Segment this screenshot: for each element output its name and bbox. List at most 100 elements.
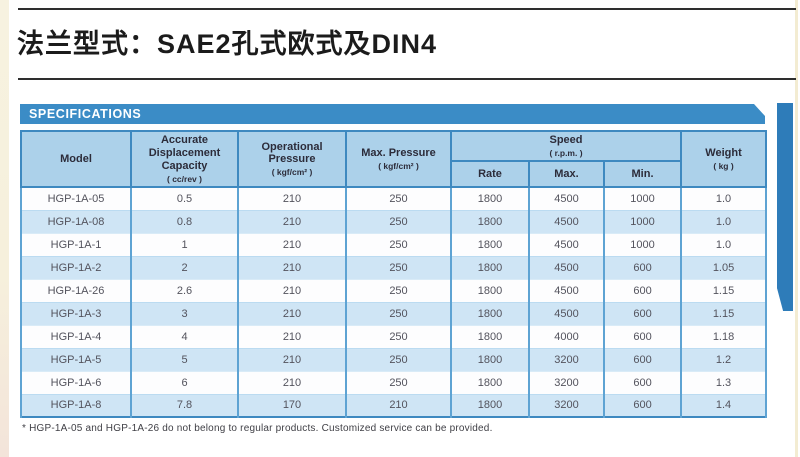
table-cell: 600 bbox=[602, 278, 683, 302]
table-cell: 4500 bbox=[528, 186, 605, 210]
table-cell: 210 bbox=[237, 209, 347, 233]
table-cell: 1800 bbox=[450, 186, 530, 210]
column-header-unit: ( kgf/cm² ) bbox=[378, 160, 419, 171]
footnote: * HGP-1A-05 and HGP-1A-26 do not belong … bbox=[22, 423, 493, 434]
table-cell: 1.05 bbox=[680, 255, 768, 279]
table-cell: 210 bbox=[345, 393, 452, 417]
table-cell: 1.18 bbox=[680, 324, 768, 348]
table-cell: 210 bbox=[237, 301, 347, 325]
table-cell: 6 bbox=[130, 370, 239, 394]
table-cell: 4 bbox=[130, 324, 239, 348]
table-cell: 600 bbox=[602, 347, 683, 371]
table-cell: 1.0 bbox=[680, 209, 768, 233]
table-cell: 4500 bbox=[528, 255, 605, 279]
table-cell: 1800 bbox=[450, 301, 530, 325]
table-row: HGP-1A-5 5 210 250 1800 3200 600 1.2 bbox=[20, 347, 768, 371]
table-cell: 1000 bbox=[602, 186, 683, 210]
decorative-right-stripe bbox=[777, 103, 793, 311]
column-header-unit: ( kgf/cm² ) bbox=[271, 167, 313, 178]
specifications-header-bar: SPECIFICATIONS bbox=[20, 104, 765, 124]
table-row: HGP-1A-8 7.8 170 210 1800 3200 600 1.4 bbox=[20, 393, 768, 417]
column-header-label: Accurate Displacement Capacity bbox=[148, 134, 221, 172]
table-cell: 1.3 bbox=[680, 370, 768, 394]
table-cell: 1.0 bbox=[680, 186, 768, 210]
column-header-speed-min: Min. bbox=[602, 160, 683, 188]
table-cell: 5 bbox=[130, 347, 239, 371]
model-cell: HGP-1A-6 bbox=[20, 370, 132, 394]
table-cell: 1800 bbox=[450, 324, 530, 348]
table-row: HGP-1A-26 2.6 210 250 1800 4500 600 1.15 bbox=[20, 278, 768, 302]
table-cell: 250 bbox=[345, 347, 452, 371]
table-cell: 1.2 bbox=[680, 347, 768, 371]
model-cell: HGP-1A-08 bbox=[20, 209, 132, 233]
column-header-speed-rate: Rate bbox=[450, 160, 530, 188]
table-cell: 0.5 bbox=[130, 186, 239, 210]
table-cell: 600 bbox=[602, 255, 683, 279]
table-cell: 600 bbox=[602, 370, 683, 394]
table-cell: 4500 bbox=[528, 278, 605, 302]
table-cell: 1000 bbox=[602, 209, 683, 233]
table-cell: 1.15 bbox=[680, 301, 768, 325]
table-row: HGP-1A-05 0.5 210 250 1800 4500 1000 1.0 bbox=[20, 186, 768, 210]
column-header-label: Max. Pressure bbox=[361, 147, 436, 159]
table-cell: 4000 bbox=[528, 324, 605, 348]
table-cell: 0.8 bbox=[130, 209, 239, 233]
column-header-label: Model bbox=[60, 152, 92, 165]
table-row: HGP-1A-1 1 210 250 1800 4500 1000 1.0 bbox=[20, 232, 768, 256]
model-cell: HGP-1A-5 bbox=[20, 347, 132, 371]
table-cell: 250 bbox=[345, 209, 452, 233]
column-header-unit: ( r.p.m. ) bbox=[549, 147, 583, 158]
table-cell: 1800 bbox=[450, 209, 530, 233]
table-row: HGP-1A-2 2 210 250 1800 4500 600 1.05 bbox=[20, 255, 768, 279]
model-cell: HGP-1A-4 bbox=[20, 324, 132, 348]
table-cell: 250 bbox=[345, 232, 452, 256]
table-cell: 210 bbox=[237, 186, 347, 210]
table-cell: 1800 bbox=[450, 232, 530, 256]
table-cell: 1 bbox=[130, 232, 239, 256]
table-cell: 2 bbox=[130, 255, 239, 279]
table-row: HGP-1A-4 4 210 250 1800 4000 600 1.18 bbox=[20, 324, 768, 348]
table-cell: 3 bbox=[130, 301, 239, 325]
table-cell: 250 bbox=[345, 301, 452, 325]
table-cell: 1.0 bbox=[680, 232, 768, 256]
table-cell: 210 bbox=[237, 232, 347, 256]
table-cell: 1000 bbox=[602, 232, 683, 256]
table-cell: 250 bbox=[345, 186, 452, 210]
table-cell: 1800 bbox=[450, 393, 530, 417]
column-header-weight: Weight ( kg ) bbox=[680, 130, 768, 188]
title-bottom-rule bbox=[18, 78, 796, 80]
specifications-header-label: SPECIFICATIONS bbox=[29, 106, 142, 121]
column-header-max-pressure: Max. Pressure ( kgf/cm² ) bbox=[345, 130, 452, 188]
column-header-label: Weight bbox=[705, 147, 742, 159]
table-cell: 3200 bbox=[528, 370, 605, 394]
table-cell: 600 bbox=[602, 393, 683, 417]
column-header-speed: Speed ( r.p.m. ) bbox=[449, 130, 683, 162]
page-left-edge-strip bbox=[0, 0, 9, 457]
table-cell: 210 bbox=[237, 324, 347, 348]
table-cell: 210 bbox=[237, 255, 347, 279]
table-cell: 1800 bbox=[450, 278, 530, 302]
table-cell: 210 bbox=[237, 370, 347, 394]
table-cell: 210 bbox=[237, 278, 347, 302]
page-title: 法兰型式：SAE2孔式欧式及DIN4 bbox=[17, 29, 438, 59]
table-cell: 170 bbox=[237, 393, 347, 417]
column-header-label: Speed bbox=[549, 134, 583, 146]
page-right-edge-strip bbox=[795, 0, 798, 457]
table-cell: 210 bbox=[237, 347, 347, 371]
model-cell: HGP-1A-3 bbox=[20, 301, 132, 325]
specifications-table: Model Accurate Displacement Capacity ( c… bbox=[20, 130, 768, 418]
table-cell: 600 bbox=[602, 301, 683, 325]
model-cell: HGP-1A-2 bbox=[20, 255, 132, 279]
model-cell: HGP-1A-26 bbox=[20, 278, 132, 302]
column-header-speed-max: Max. bbox=[528, 160, 605, 188]
table-cell: 250 bbox=[345, 255, 452, 279]
table-cell: 250 bbox=[345, 370, 452, 394]
table-cell: 7.8 bbox=[130, 393, 239, 417]
model-cell: HGP-1A-05 bbox=[20, 186, 132, 210]
column-header-model: Model bbox=[20, 130, 132, 188]
table-row: HGP-1A-08 0.8 210 250 1800 4500 1000 1.0 bbox=[20, 209, 768, 233]
table-row: HGP-1A-3 3 210 250 1800 4500 600 1.15 bbox=[20, 301, 768, 325]
table-cell: 2.6 bbox=[130, 278, 239, 302]
column-header-label: Operational Pressure bbox=[261, 140, 323, 166]
